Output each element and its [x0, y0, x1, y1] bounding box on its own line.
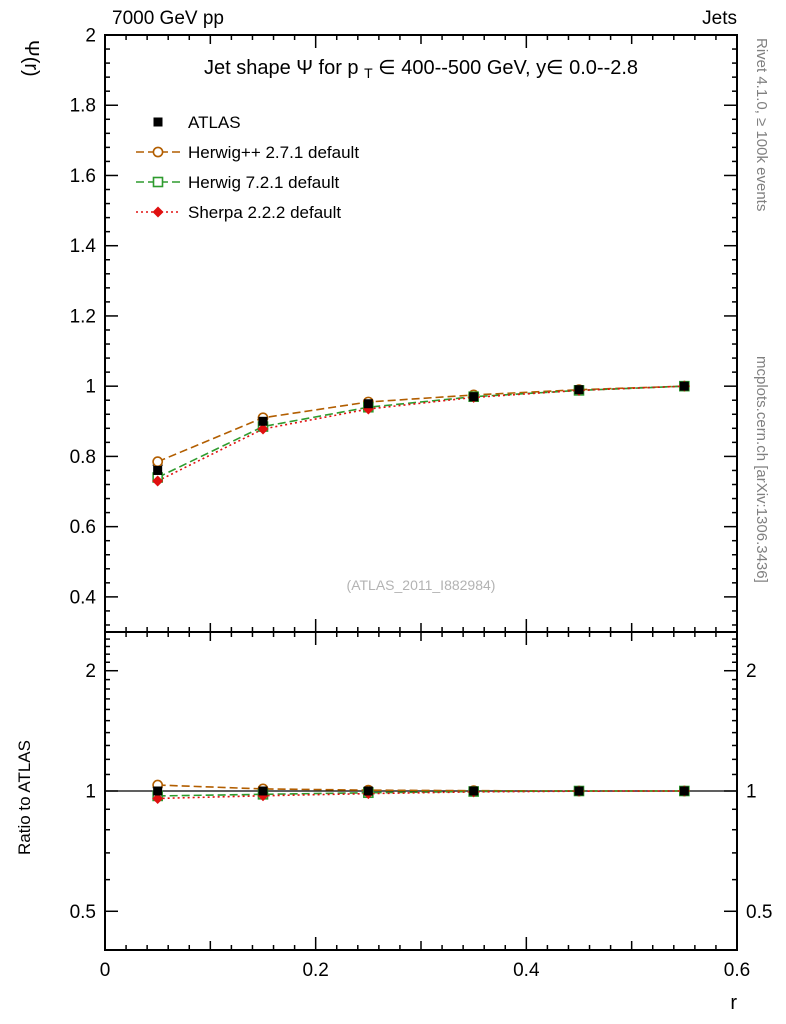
marker-square-filled [574, 786, 584, 796]
side-note-mcplots: mcplots.cern.ch [arXiv:1306.3436] [753, 356, 770, 583]
legend-label-herwig7: Herwig 7.2.1 default [188, 173, 339, 192]
marker-square-filled [574, 385, 584, 395]
plot-title-sub: T [364, 65, 373, 81]
y-tick-label: 1 [85, 377, 96, 398]
marker-square-filled [258, 416, 268, 426]
marker-square-filled [363, 399, 373, 409]
marker-square-filled [153, 117, 163, 127]
marker-diamond-filled [257, 423, 269, 435]
marker-diamond-filled [152, 792, 164, 804]
plot-title-pre: Jet shape Ψ for p [204, 57, 359, 79]
ratio-axis-title: Ratio to ATLAS [15, 740, 34, 855]
side-note-rivet: Rivet 4.1.0, ≥ 100k events [753, 38, 770, 211]
marker-square-filled [679, 381, 689, 391]
y-tick-label: 0.8 [70, 447, 96, 468]
x-axis-title: r [730, 992, 737, 1014]
marker-square-filled [363, 786, 373, 796]
header-analysis-label: Jets [702, 8, 737, 29]
series-line [157, 790, 685, 797]
marker-circle-open [152, 456, 164, 468]
marker-square-filled [153, 786, 163, 796]
series-line [157, 385, 685, 479]
ratio-tick-label-right: 1 [746, 782, 757, 803]
x-tick-label: 0 [100, 960, 111, 981]
series-line [157, 784, 685, 792]
legend-label-herwigpp: Herwig++ 2.7.1 default [188, 143, 359, 162]
ratio-tick-label-left: 0.5 [70, 902, 96, 923]
series-line [157, 385, 685, 482]
marker-diamond-filled [152, 206, 164, 218]
axes: 0 0.2 0.4 0.6 0.4 0.6 0.8 1 1.2 1.4 1.6 1.8 2 0.5 0.5 1… [70, 26, 773, 982]
marker-square-open [152, 176, 164, 188]
y-tick-label: 0.4 [70, 587, 97, 608]
y-tick-label: 1.6 [70, 166, 96, 187]
y-tick-label: 1.4 [70, 236, 97, 257]
ratio-tick-label-right: 0.5 [746, 902, 772, 923]
y-tick-label: 2 [85, 26, 96, 47]
marker-square-filled [469, 392, 479, 402]
main-panel-series [152, 380, 690, 487]
plot-title-post: ∈ 400--500 GeV, y∈ 0.0--2.8 [378, 57, 638, 79]
marker-square-filled [153, 465, 163, 475]
legend-label-sherpa: Sherpa 2.2.2 default [188, 203, 341, 222]
marker-square-filled [469, 786, 479, 796]
series-line [157, 385, 685, 463]
y-axis-title: Ψ(r) [20, 40, 42, 77]
marker-square-filled [679, 786, 689, 796]
ratio-tick-label-left: 1 [85, 782, 96, 803]
x-tick-label: 0.2 [302, 960, 328, 981]
ratio-tick-label-right: 2 [746, 661, 757, 682]
legend: ATLAS Herwig++ 2.7.1 default Herwig 7.2.… [188, 113, 359, 222]
ratio-tick-label-left: 2 [85, 661, 96, 682]
x-tick-label: 0.4 [513, 960, 540, 981]
plot-title: Jet shape Ψ for p T ∈ 400--500 GeV, y∈ 0… [204, 57, 638, 83]
watermark-analysis-id: (ATLAS_2011_I882984) [347, 577, 496, 593]
marker-square-filled [258, 786, 268, 796]
legend-label-atlas: ATLAS [188, 113, 241, 132]
y-tick-label: 1.2 [70, 306, 96, 327]
x-tick-label: 0.6 [724, 960, 750, 981]
marker-diamond-filled [152, 475, 164, 487]
legend-glyphs [136, 117, 180, 218]
y-tick-label: 1.8 [70, 96, 96, 117]
marker-circle-open [152, 146, 164, 158]
y-tick-label: 0.6 [70, 517, 96, 538]
ratio-panel-series [105, 779, 737, 804]
header-beam-label: 7000 GeV pp [112, 8, 224, 29]
